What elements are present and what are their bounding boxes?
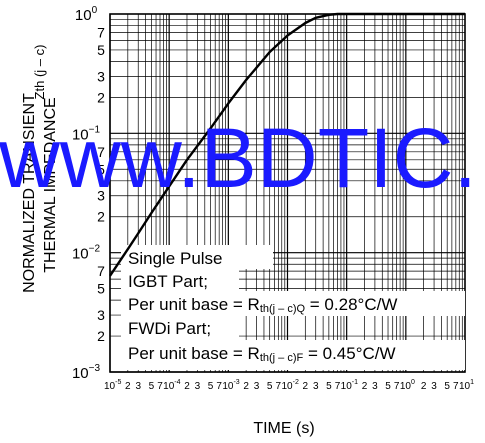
- y-minor-tick-label: 7: [97, 24, 105, 40]
- y-minor-tick-label: 3: [97, 68, 105, 84]
- x-minor-tick-label: 7: [276, 381, 282, 392]
- x-tick-labels: 10-5 2 3 5 7 10-4 2 3 5 7 10-3 2 3 5 7 10-2 2 3 5 7 10-1 2 3 5 7…: [104, 379, 474, 392]
- y-axis-label-2: THERMAL IMPEDANCE: [42, 97, 59, 272]
- y-axis-label-line1: NORMALIZED TRANSIENT: [21, 93, 38, 293]
- x-tick-exponent: 0: [411, 379, 415, 386]
- y-tick-label: 10−1: [72, 124, 101, 143]
- annotation-line4-bg: [121, 316, 239, 340]
- x-minor-tick-label: 2: [303, 381, 309, 392]
- x-minor-tick-label: 7: [335, 381, 341, 392]
- y-tick-exponent: 0: [92, 5, 98, 16]
- y-axis-label-symbol: Zth (j – c): [32, 45, 47, 100]
- x-tick-base: 10: [341, 381, 353, 392]
- annotation-fwdi-base-sub: th(j – c)F: [260, 352, 304, 364]
- x-minor-tick-label: 7: [216, 381, 222, 392]
- y-tick-base: 10: [75, 7, 92, 24]
- x-minor-tick-label: 7: [453, 381, 459, 392]
- annotation-line2-bg: [121, 269, 239, 291]
- x-minor-tick-label: 2: [362, 381, 368, 392]
- x-minor-tick-label: 5: [385, 381, 391, 392]
- annotation-fwdi-base-value: = 0.45°C/W: [303, 344, 395, 363]
- y-minor-tick-label: 2: [97, 209, 105, 225]
- x-tick-exponent: -4: [174, 379, 180, 386]
- annotation-fwdi-base-prefix: Per unit base = R: [128, 344, 260, 363]
- x-tick-label: 10-1: [341, 379, 358, 392]
- annotation-igbt-part: IGBT Part;: [128, 272, 208, 291]
- y-tick-base: 10: [72, 246, 89, 263]
- y-minor-tick-label: 3: [97, 188, 105, 204]
- x-minor-tick-label: 3: [254, 381, 260, 392]
- y-tick-label: 10−2: [72, 244, 101, 263]
- x-tick-exponent: 1: [470, 379, 474, 386]
- y-minor-tick-label: 7: [97, 144, 105, 160]
- x-minor-tick-label: 3: [313, 381, 319, 392]
- y-tick-label: 10−3: [72, 363, 101, 382]
- annotation-line3-bg: [121, 291, 465, 316]
- y-tick-exponent: −1: [89, 124, 101, 135]
- x-tick-exponent: -1: [352, 379, 358, 386]
- x-tick-base: 10: [222, 381, 234, 392]
- y-minor-tick-label: 5: [97, 161, 105, 177]
- x-axis-label: TIME (s): [253, 420, 314, 437]
- x-minor-tick-label: 3: [195, 381, 201, 392]
- y-tick-base: 10: [72, 126, 89, 143]
- y-minor-tick-label: 3: [97, 307, 105, 323]
- y-axis-label-1: NORMALIZED TRANSIENT: [21, 93, 38, 293]
- x-tick-base: 10: [163, 381, 175, 392]
- x-minor-tick-label: 2: [421, 381, 427, 392]
- y-axis-symbol: Zth (j – c): [32, 45, 47, 100]
- x-minor-tick-label: 5: [208, 381, 214, 392]
- x-tick-base: 10: [459, 381, 471, 392]
- x-tick-base: 10: [282, 381, 294, 392]
- annotation-box: Single Pulse IGBT Part; Per unit base = …: [121, 245, 465, 370]
- x-tick-label: 100: [400, 379, 415, 392]
- annotation-igbt-base-value: = 0.28°C/W: [305, 295, 397, 314]
- y-minor-tick-label: 5: [97, 42, 105, 58]
- x-minor-tick-label: 2: [125, 381, 131, 392]
- watermark: www.BDTIC.: [0, 111, 477, 205]
- x-minor-tick-label: 5: [149, 381, 155, 392]
- y-tick-base: 10: [72, 365, 89, 382]
- x-tick-base: 10: [104, 381, 116, 392]
- y-minor-tick-label: 2: [97, 328, 105, 344]
- x-minor-tick-label: 7: [157, 381, 163, 392]
- annotation-line5-bg: [121, 340, 465, 370]
- annotation-line1-bg: [121, 245, 273, 269]
- annotation-igbt-base-sub: th(j – c)Q: [260, 303, 306, 315]
- x-minor-tick-label: 7: [394, 381, 400, 392]
- x-tick-exponent: -3: [233, 379, 239, 386]
- plot-frame: [109, 13, 466, 373]
- annotation-single-pulse: Single Pulse: [128, 249, 223, 268]
- x-minor-tick-label: 3: [372, 381, 378, 392]
- y-minor-tick-label: 2: [97, 89, 105, 105]
- x-minor-tick-label: 2: [184, 381, 190, 392]
- y-axis-label-line2: THERMAL IMPEDANCE: [42, 97, 59, 272]
- x-tick-label: 10-2: [282, 379, 299, 392]
- annotation-igbt-base: Per unit base = Rth(j – c)Q = 0.28°C/W: [128, 295, 397, 315]
- annotation-igbt-base-prefix: Per unit base = R: [128, 295, 260, 314]
- y-tick-label: 100: [75, 5, 98, 24]
- annotation-fwdi-base: Per unit base = Rth(j – c)F = 0.45°C/W: [128, 344, 396, 364]
- x-tick-label: 10-5: [104, 379, 121, 392]
- y-tick-exponent: −3: [89, 363, 101, 374]
- annotation-fwdi-part: FWDi Part;: [128, 319, 211, 338]
- x-minor-tick-label: 5: [267, 381, 273, 392]
- y-minor-tick-label: 5: [97, 281, 105, 297]
- x-minor-tick-label: 3: [431, 381, 437, 392]
- x-tick-exponent: -2: [293, 379, 299, 386]
- x-minor-tick-label: 5: [326, 381, 332, 392]
- x-tick-label: 101: [459, 379, 474, 392]
- x-tick-label: 10-3: [222, 379, 239, 392]
- x-minor-tick-label: 3: [135, 381, 141, 392]
- x-minor-tick-label: 5: [444, 381, 450, 392]
- y-minor-tick-label: 7: [97, 263, 105, 279]
- x-tick-label: 10-4: [163, 379, 180, 392]
- x-tick-base: 10: [400, 381, 412, 392]
- x-tick-exponent: -5: [115, 379, 121, 386]
- y-tick-exponent: −2: [89, 244, 101, 255]
- series-line: [109, 12, 465, 277]
- x-minor-tick-label: 2: [243, 381, 249, 392]
